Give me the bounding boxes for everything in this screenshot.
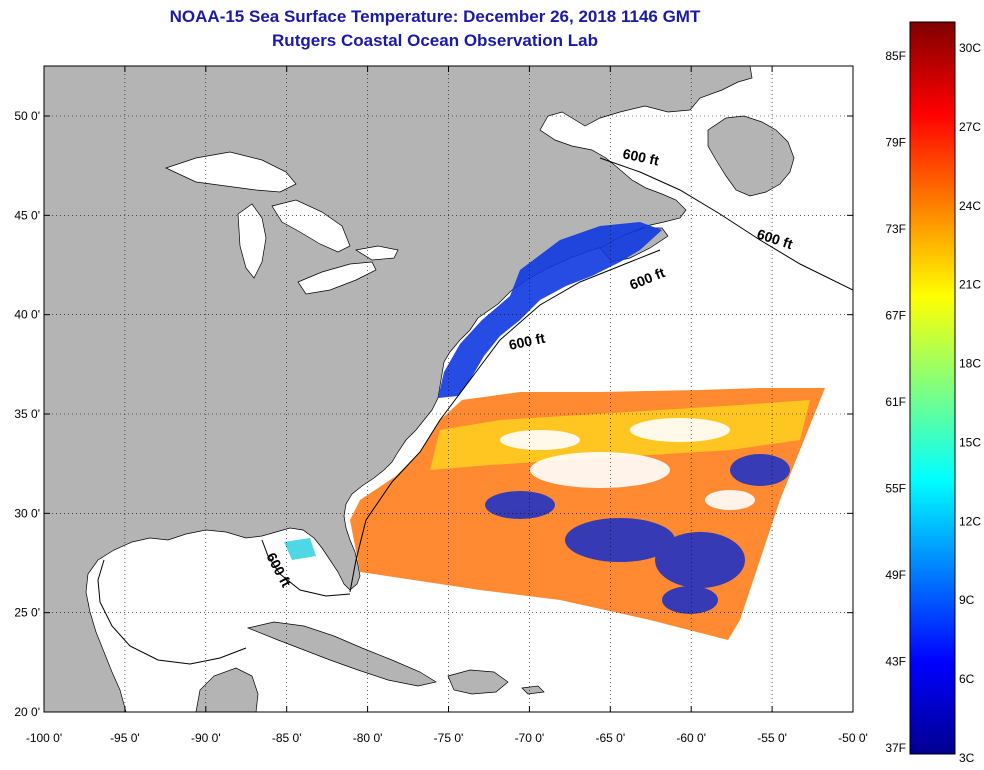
colorbar-label-celsius: 27C (959, 120, 981, 134)
graticule-grid (44, 66, 853, 712)
longitude-label: -55 0' (757, 731, 787, 745)
isobath-label: 600 ft (621, 145, 660, 168)
longitude-label: -85 0' (272, 731, 302, 745)
colorbar-gradient (909, 21, 956, 755)
colorbar-label-fahrenheit: 85F (885, 49, 906, 63)
latitude-label: 35 0' (14, 407, 40, 421)
great-lakes (165, 151, 399, 295)
colorbar-label-fahrenheit: 37F (885, 741, 906, 755)
map-subtitle: Rutgers Coastal Ocean Observation Lab (272, 31, 598, 50)
latitude-labels: 50 0' 45 0' 40 0' 35 0' 30 0' 25 0' 20 0' (14, 109, 40, 719)
axis-ticks (43, 66, 854, 713)
land-north-america (44, 66, 753, 712)
colorbar-label-fahrenheit: 55F (885, 482, 906, 496)
land-cuba (246, 621, 437, 687)
colorbar-label-celsius: 3C (959, 751, 975, 765)
colorbar-label-fahrenheit: 67F (885, 309, 906, 323)
sst-swath-gulf-stream (430, 400, 810, 470)
longitude-label: -65 0' (595, 731, 625, 745)
colorbar-fahrenheit-labels: 85F 79F 73F 67F 61F 55F 49F 43F 37F (885, 49, 906, 755)
latitude-label: 30 0' (14, 506, 40, 520)
colorbar-label-celsius: 18C (959, 357, 981, 371)
land-hispaniola (447, 669, 509, 695)
latitude-label: 40 0' (14, 308, 40, 322)
isobath-600ft (97, 157, 853, 665)
latitude-label: 20 0' (14, 705, 40, 719)
land-puerto-rico (521, 685, 545, 695)
sst-swath (284, 222, 825, 640)
sst-swath-florida-patch (284, 538, 316, 560)
sst-swath-cold-eddies (485, 454, 790, 614)
colorbar-label-celsius: 24C (959, 199, 981, 213)
longitude-label: -60 0' (676, 731, 706, 745)
colorbar-label-celsius: 21C (959, 278, 981, 292)
latitude-label: 50 0' (14, 109, 40, 123)
map-title: NOAA-15 Sea Surface Temperature: Decembe… (169, 7, 701, 26)
colorbar: 85F 79F 73F 67F 61F 55F 49F 43F 37F 30C 27C 24C 21C… (885, 21, 981, 765)
colorbar-label-fahrenheit: 43F (885, 655, 906, 669)
colorbar-label-fahrenheit: 49F (885, 568, 906, 582)
colorbar-label-celsius: 6C (959, 672, 975, 686)
land-yucatan (195, 667, 259, 712)
longitude-labels: -100 0' -95 0' -90 0' -85 0' -80 0' -75 0' -70… (26, 731, 868, 745)
colorbar-label-celsius: 9C (959, 593, 975, 607)
sst-swath-shelf-cold (438, 222, 662, 398)
latitude-label: 25 0' (14, 606, 40, 620)
colorbar-label-fahrenheit: 79F (885, 136, 906, 150)
sst-swath-cloud-gaps (500, 418, 755, 510)
isobath-label: 600 ft (507, 330, 546, 353)
colorbar-label-celsius: 12C (959, 514, 981, 528)
longitude-label: -90 0' (191, 731, 221, 745)
map-panel: 600 ft 600 ft 600 ft 600 ft 600 ft 50 0'… (14, 65, 868, 745)
longitude-label: -50 0' (838, 731, 868, 745)
longitude-label: -100 0' (26, 731, 62, 745)
longitude-label: -75 0' (434, 731, 464, 745)
colorbar-label-fahrenheit: 61F (885, 395, 906, 409)
longitude-label: -95 0' (110, 731, 140, 745)
longitude-label: -80 0' (353, 731, 383, 745)
colorbar-label-celsius: 30C (959, 41, 981, 55)
colorbar-label-celsius: 15C (959, 435, 981, 449)
longitude-label: -70 0' (515, 731, 545, 745)
colorbar-celsius-labels: 30C 27C 24C 21C 18C 15C 12C 9C 6C 3C (959, 41, 981, 765)
land-newfoundland (707, 115, 795, 197)
latitude-label: 45 0' (14, 208, 40, 222)
colorbar-label-fahrenheit: 73F (885, 222, 906, 236)
